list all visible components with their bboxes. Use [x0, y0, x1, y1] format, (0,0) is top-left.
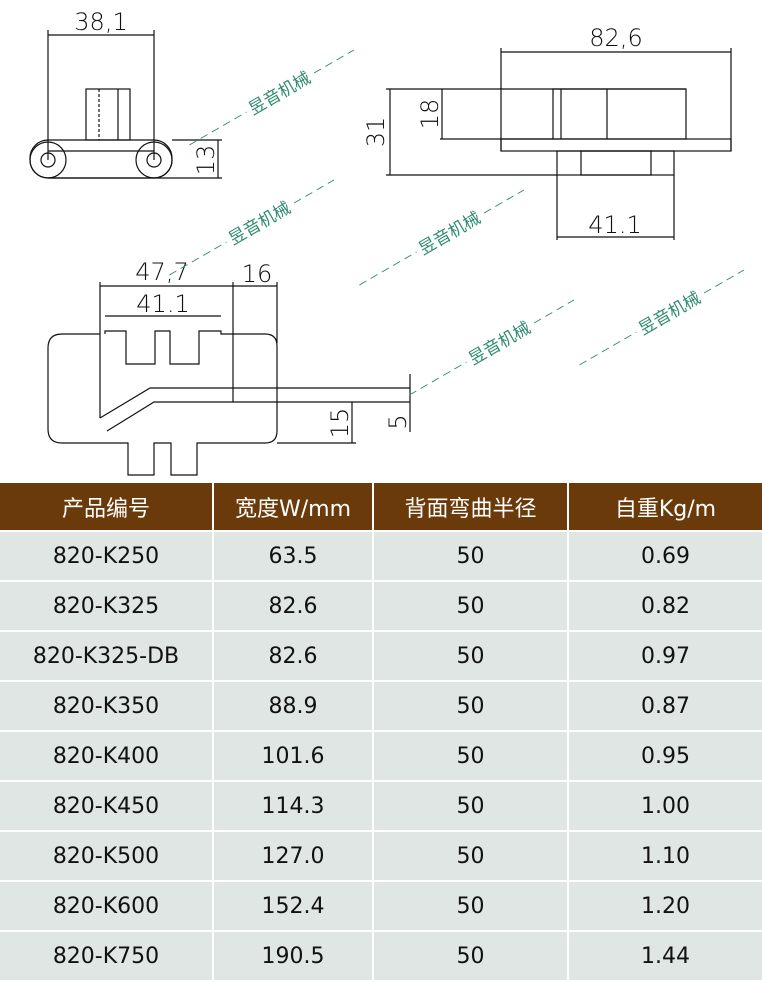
cell-product-code: 820-K325 [0, 580, 213, 631]
top-view-drawing: 47,7 16 41.1 15 5 [47, 258, 412, 476]
side-view-drawing: 38,1 13 [29, 8, 222, 179]
spec-table: 产品编号 宽度W/mm 背面弯曲半径 自重Kg/m 820-K250 63.5 50… [0, 483, 762, 980]
cell-width: 127.0 [212, 830, 373, 881]
cell-width: 114.3 [212, 780, 373, 831]
cell-back-bend-radius: 50 [372, 680, 568, 731]
cell-product-code: 820-K600 [0, 880, 213, 931]
front-bottom-width-dim: 41.1 [588, 211, 641, 239]
cell-product-code: 820-K250 [0, 530, 213, 581]
side-height-dim: 13 [192, 145, 220, 176]
cell-product-code: 820-K350 [0, 680, 213, 731]
cell-weight: 1.00 [567, 780, 762, 831]
cell-width: 82.6 [212, 580, 373, 631]
table-row: 820-K450 114.3 50 1.00 [0, 780, 762, 831]
cell-weight: 0.97 [567, 630, 762, 681]
front-top-height-dim: 18 [416, 99, 444, 130]
cell-back-bend-radius: 50 [372, 880, 568, 931]
cell-back-bend-radius: 50 [372, 630, 568, 681]
cell-product-code: 820-K450 [0, 780, 213, 831]
cell-product-code: 820-K325-DB [0, 630, 213, 681]
top-plate-dim: 5 [384, 414, 412, 429]
cell-width: 63.5 [212, 530, 373, 581]
header-back-bend-radius: 背面弯曲半径 [372, 483, 568, 531]
cell-back-bend-radius: 50 [372, 830, 568, 881]
front-total-height-dim: 31 [362, 117, 390, 148]
cell-product-code: 820-K750 [0, 930, 213, 980]
cell-weight: 0.82 [567, 580, 762, 631]
table-header-row: 产品编号 宽度W/mm 背面弯曲半径 自重Kg/m [0, 483, 762, 531]
cell-product-code: 820-K500 [0, 830, 213, 881]
header-product-code: 产品编号 [0, 483, 213, 531]
table-row: 820-K500 127.0 50 1.10 [0, 830, 762, 881]
cell-width: 101.6 [212, 730, 373, 781]
cell-width: 190.5 [212, 930, 373, 980]
table-row: 820-K325 82.6 50 0.82 [0, 580, 762, 631]
cell-width: 88.9 [212, 680, 373, 731]
table-row: 820-K350 88.9 50 0.87 [0, 680, 762, 731]
top-inner-width-dim: 41.1 [136, 290, 189, 318]
cell-width: 152.4 [212, 880, 373, 931]
front-width-dim: 82,6 [589, 24, 642, 52]
header-weight: 自重Kg/m [567, 483, 762, 531]
cell-back-bend-radius: 50 [372, 580, 568, 631]
table-row: 820-K600 152.4 50 1.20 [0, 880, 762, 931]
cell-back-bend-radius: 50 [372, 730, 568, 781]
table-row: 820-K250 63.5 50 0.69 [0, 530, 762, 581]
technical-drawings: 38,1 13 82,6 31 18 41.1 47,7 16 [29, 8, 732, 476]
cell-weight: 0.69 [567, 530, 762, 581]
table-row: 820-K325-DB 82.6 50 0.97 [0, 630, 762, 681]
cell-width: 82.6 [212, 630, 373, 681]
cell-weight: 1.10 [567, 830, 762, 881]
top-width-dim: 47,7 [135, 258, 188, 286]
cell-product-code: 820-K400 [0, 730, 213, 781]
cell-back-bend-radius: 50 [372, 780, 568, 831]
top-edge-dim: 16 [242, 260, 273, 288]
cell-back-bend-radius: 50 [372, 930, 568, 980]
cell-weight: 1.20 [567, 880, 762, 931]
front-view-drawing: 82,6 31 18 41.1 [362, 24, 732, 240]
table-row: 820-K400 101.6 50 0.95 [0, 730, 762, 781]
cell-weight: 0.87 [567, 680, 762, 731]
cell-weight: 0.95 [567, 730, 762, 781]
header-width: 宽度W/mm [212, 483, 373, 531]
table-row: 820-K750 190.5 50 1.44 [0, 930, 762, 980]
cell-back-bend-radius: 50 [372, 530, 568, 581]
side-width-dim: 38,1 [74, 8, 127, 36]
top-height-dim: 15 [326, 408, 354, 439]
cell-weight: 1.44 [567, 930, 762, 980]
